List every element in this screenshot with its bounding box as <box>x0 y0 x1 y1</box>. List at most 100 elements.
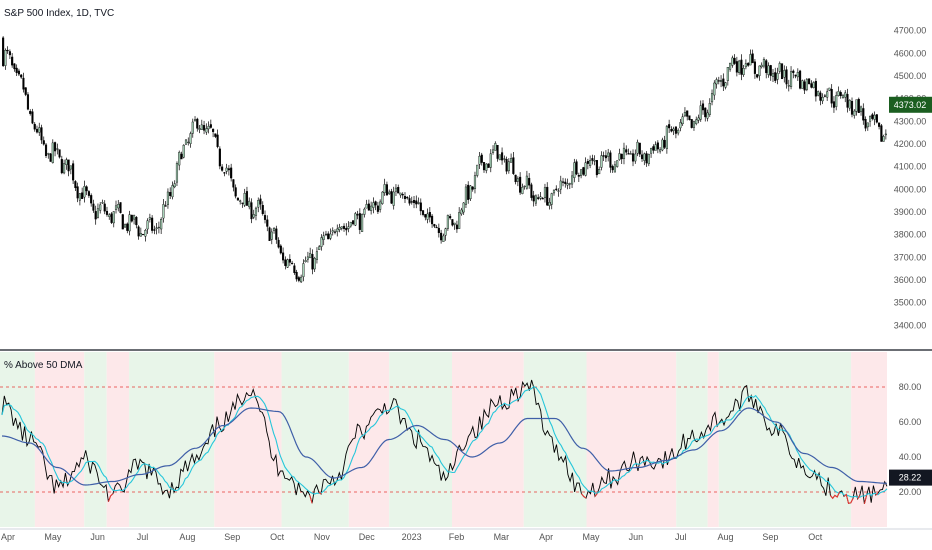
candle <box>609 152 612 168</box>
month-label: Oct <box>808 532 823 542</box>
candle <box>329 233 332 239</box>
candle <box>539 196 542 199</box>
candle <box>622 147 626 159</box>
candle <box>146 220 149 230</box>
candle <box>555 188 558 190</box>
candle <box>726 67 729 81</box>
zone-bear <box>106 352 130 527</box>
candle <box>379 201 382 210</box>
last-price-label: 4373.02 <box>894 100 927 110</box>
candle <box>873 114 876 120</box>
candle <box>372 202 375 208</box>
candle <box>90 195 93 204</box>
candle <box>74 181 77 189</box>
month-label: Mar <box>494 532 510 542</box>
indicator-axis-tick: 60.00 <box>899 417 922 427</box>
candle <box>142 233 145 236</box>
candle <box>586 161 589 164</box>
candle <box>20 74 23 78</box>
candle <box>286 259 289 268</box>
candle <box>656 142 659 150</box>
candle <box>566 183 569 186</box>
candle <box>830 89 833 104</box>
candle <box>94 211 97 220</box>
candle <box>756 74 759 78</box>
candle <box>668 124 671 129</box>
candle <box>503 158 506 160</box>
candle <box>665 126 668 149</box>
candle <box>453 222 456 225</box>
candle <box>593 160 596 162</box>
zone-bear <box>586 352 677 527</box>
price-axis-tick: 4200.00 <box>894 139 927 149</box>
candle <box>837 91 840 96</box>
candle <box>760 64 763 68</box>
candle <box>117 204 120 209</box>
candle <box>507 161 510 172</box>
candle <box>778 63 781 72</box>
candle <box>498 154 501 161</box>
candle <box>388 191 391 194</box>
candle <box>832 101 836 108</box>
candle <box>390 191 393 204</box>
candle <box>338 227 341 231</box>
candle <box>715 79 718 85</box>
candle <box>627 153 630 155</box>
candle <box>866 122 869 128</box>
candle <box>814 81 817 97</box>
candle <box>349 221 352 227</box>
candle <box>801 80 804 89</box>
month-label: Sep <box>224 532 240 542</box>
price-axis-tick: 4300.00 <box>894 116 927 126</box>
zone-bull <box>281 352 349 527</box>
candle <box>261 205 264 215</box>
candle <box>875 114 878 123</box>
candle <box>859 106 863 113</box>
candle <box>304 260 307 263</box>
candle <box>15 67 18 73</box>
candle <box>600 155 603 168</box>
candle <box>198 128 201 130</box>
candle <box>512 157 515 174</box>
candle <box>11 56 14 66</box>
candle <box>119 202 122 213</box>
candle <box>835 95 838 107</box>
price-chart-title: S&P 500 Index, 1D, TVC <box>4 8 114 19</box>
candle <box>340 226 343 229</box>
month-label: 2023 <box>402 532 422 542</box>
candle <box>239 200 242 202</box>
candle <box>69 165 72 170</box>
last-value-tag <box>889 469 932 486</box>
candle <box>437 227 440 234</box>
candle <box>720 80 723 82</box>
candle <box>458 212 461 229</box>
candle <box>218 148 221 167</box>
candle <box>309 253 312 259</box>
candle <box>47 153 50 155</box>
month-label: Sep <box>762 532 778 542</box>
candle <box>817 91 820 96</box>
candle <box>548 202 551 207</box>
candle <box>87 191 90 196</box>
candle <box>713 82 716 96</box>
candle <box>451 219 454 226</box>
candle <box>706 112 709 119</box>
candle <box>99 204 102 211</box>
indicator-axis-tick: 80.00 <box>899 382 922 392</box>
candle <box>193 119 197 122</box>
candle <box>514 174 517 183</box>
candle <box>227 168 230 171</box>
candle <box>812 82 815 88</box>
candle <box>417 202 420 204</box>
candle <box>731 57 734 66</box>
last-price-tag <box>889 96 932 113</box>
candle <box>162 204 165 219</box>
candle <box>272 228 276 231</box>
candle <box>647 154 650 165</box>
candle <box>63 163 66 174</box>
month-label: Oct <box>270 532 285 542</box>
candle <box>342 225 346 229</box>
price-axis-tick: 4700.00 <box>894 26 927 36</box>
month-label: Aug <box>179 532 195 542</box>
